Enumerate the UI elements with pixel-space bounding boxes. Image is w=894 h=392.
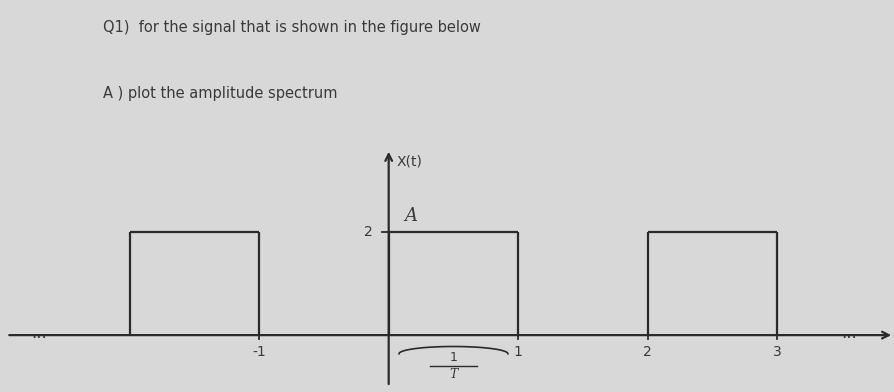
Text: 2: 2 [644, 345, 653, 359]
Text: T: T [450, 368, 458, 381]
Text: -1: -1 [252, 345, 266, 359]
Text: A: A [404, 207, 417, 225]
Text: ...: ... [840, 324, 856, 342]
Text: 3: 3 [773, 345, 781, 359]
Text: 2: 2 [365, 225, 373, 239]
Text: X(t): X(t) [396, 154, 422, 168]
Text: ...: ... [31, 324, 46, 342]
Text: 1: 1 [450, 351, 458, 364]
Text: A ) plot the amplitude spectrum: A ) plot the amplitude spectrum [103, 86, 337, 101]
Text: 1: 1 [514, 345, 523, 359]
Text: Q1)  for the signal that is shown in the figure below: Q1) for the signal that is shown in the … [103, 20, 481, 34]
